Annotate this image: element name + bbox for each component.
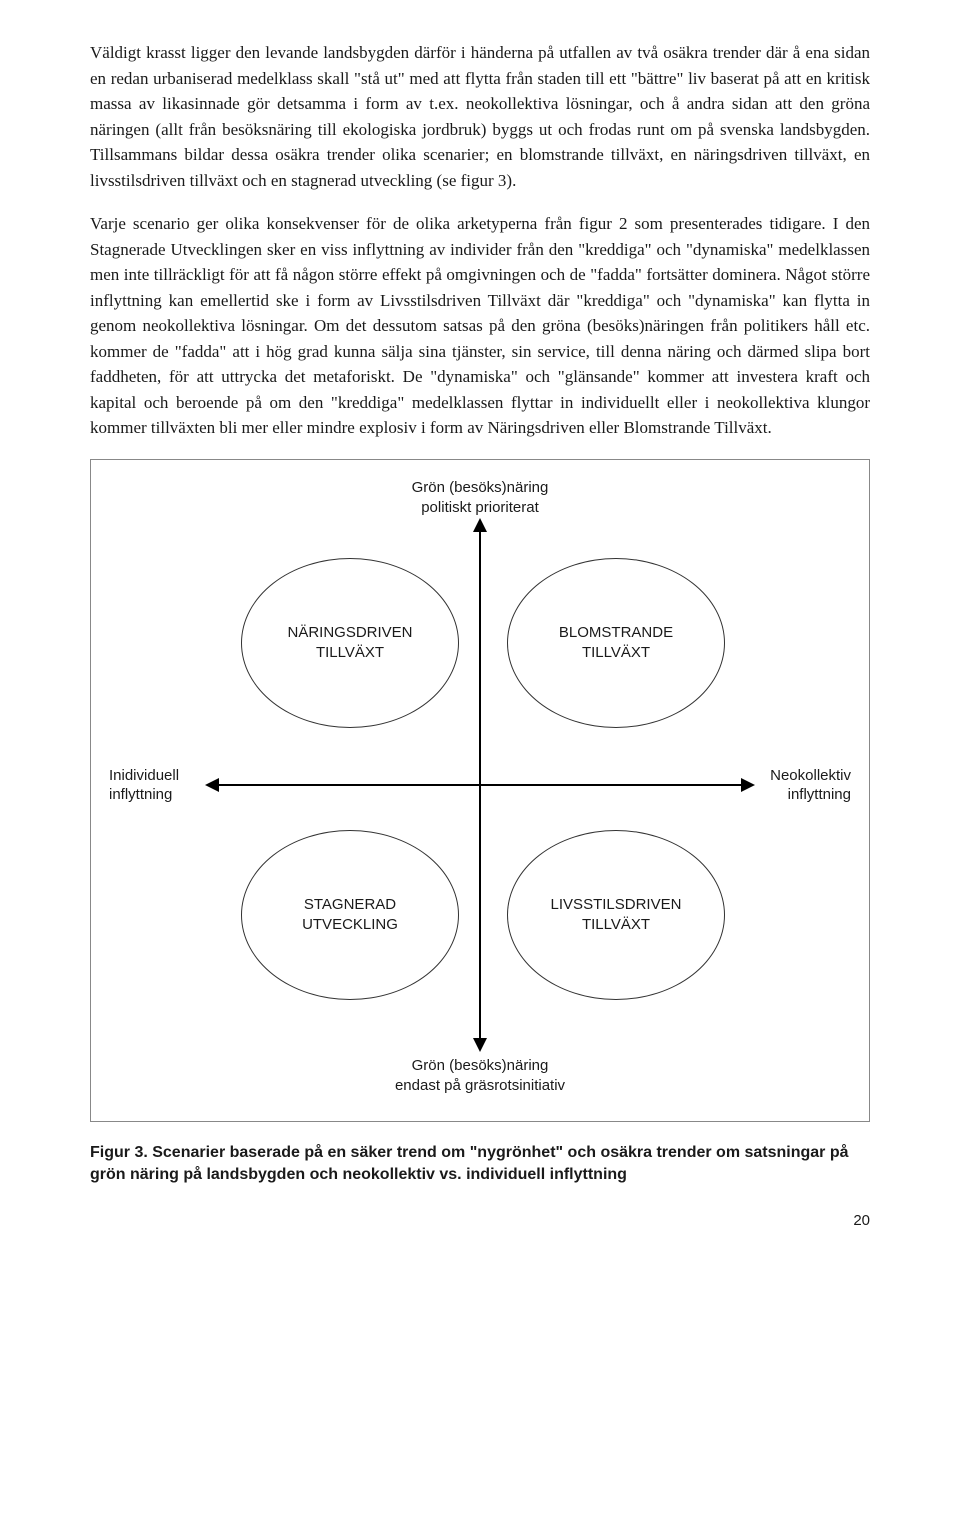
quadrant-lower-right: LIVSSTILSDRIVEN TILLVÄXT: [507, 830, 725, 1000]
quadrant-label: TILLVÄXT: [316, 644, 384, 661]
axis-label-left: Inidividuell inflyttning: [109, 766, 199, 805]
axis-label-right-line2: inflyttning: [788, 786, 851, 803]
chart-area: NÄRINGSDRIVEN TILLVÄXT BLOMSTRANDE TILLV…: [207, 520, 753, 1050]
figure-3-caption: Figur 3. Scenarier baserade på en säker …: [90, 1142, 870, 1187]
axis-label-bottom-line2: endast på gräsrotsinitiativ: [395, 1077, 565, 1094]
paragraph-1: Väldigt krasst ligger den levande landsb…: [90, 40, 870, 193]
quadrant-upper-right: BLOMSTRANDE TILLVÄXT: [507, 558, 725, 728]
axis-label-left-line2: inflyttning: [109, 786, 172, 803]
quadrant-lower-left: STAGNERAD UTVECKLING: [241, 830, 459, 1000]
horizontal-axis: [207, 784, 753, 786]
diagram-body: Inidividuell inflyttning NÄRINGSDRIVEN T…: [109, 520, 851, 1050]
axis-label-left-line1: Inidividuell: [109, 767, 179, 784]
quadrant-label: TILLVÄXT: [582, 644, 650, 661]
quadrant-label: TILLVÄXT: [582, 916, 650, 933]
figure-3-diagram: Grön (besöks)näring politiskt prioritera…: [90, 459, 870, 1122]
axis-label-right: Neokollektiv inflyttning: [761, 766, 851, 805]
quadrant-label: UTVECKLING: [302, 916, 398, 933]
axis-label-bottom-line1: Grön (besöks)näring: [412, 1057, 549, 1074]
axis-label-bottom: Grön (besöks)näring endast på gräsrotsin…: [109, 1056, 851, 1097]
quadrant-label: LIVSSTILSDRIVEN: [551, 896, 682, 913]
figure-3-caption-text: Figur 3. Scenarier baserade på en säker …: [90, 1144, 849, 1183]
axis-label-top-line2: politiskt prioriterat: [421, 499, 539, 516]
quadrant-upper-left: NÄRINGSDRIVEN TILLVÄXT: [241, 558, 459, 728]
page-number: 20: [90, 1212, 870, 1229]
paragraph-2: Varje scenario ger olika konsekvenser fö…: [90, 211, 870, 441]
quadrant-label: STAGNERAD: [304, 896, 396, 913]
axis-label-top: Grön (besöks)näring politiskt prioritera…: [109, 478, 851, 519]
quadrant-label: BLOMSTRANDE: [559, 624, 673, 641]
axis-label-top-line1: Grön (besöks)näring: [412, 479, 549, 496]
quadrant-label: NÄRINGSDRIVEN: [287, 624, 412, 641]
axis-label-right-line1: Neokollektiv: [770, 767, 851, 784]
